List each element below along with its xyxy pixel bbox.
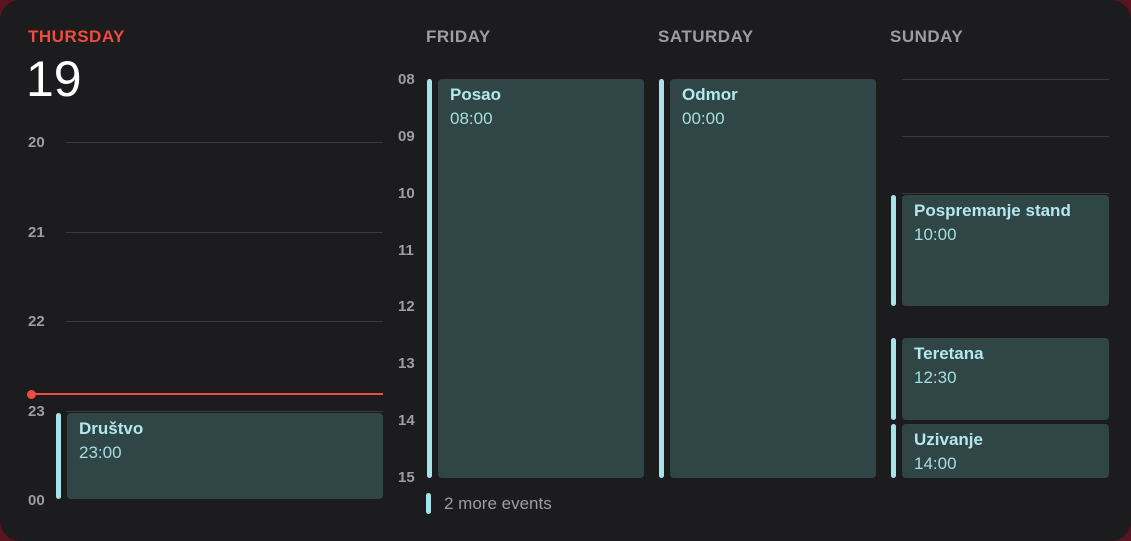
hour-label: 21 [28,224,45,241]
event-title: Posao [450,85,502,104]
event-title: Uzivanje [914,430,983,449]
hour-label: 15 [398,469,415,486]
hour-label: 13 [398,355,415,372]
hour-gridline [66,411,383,412]
hour-label: 09 [398,128,415,145]
day-name-thursday: THURSDAY [28,27,125,46]
hour-label: 22 [28,313,45,330]
event-accent-bar [891,424,896,478]
event-odmor[interactable]: Odmor 00:00 [670,79,876,478]
hour-label: 08 [398,71,415,88]
today-date-number: 19 [26,51,82,107]
event-accent-bar [56,413,61,499]
event-accent-bar [427,79,432,478]
event-title: Odmor [682,85,738,104]
more-events-label[interactable]: 2 more events [444,494,552,513]
event-pospremanje[interactable]: Pospremanje stand 10:00 [902,195,1109,306]
event-time: 12:30 [914,368,957,387]
event-title: Društvo [79,419,144,438]
day-name-saturday: SATURDAY [658,27,754,46]
event-time: 08:00 [450,109,493,128]
event-drustvo[interactable]: Društvo 23:00 [67,413,383,499]
event-accent-bar [891,338,896,420]
day-name-friday: FRIDAY [426,27,491,46]
event-title: Pospremanje stand [914,201,1071,220]
more-events-bar [426,493,431,514]
day-name-sunday: SUNDAY [890,27,964,46]
hour-label: 12 [398,298,415,315]
current-time-line [31,393,383,395]
event-time: 00:00 [682,109,725,128]
hour-label: 00 [28,492,45,509]
hour-gridline [66,321,383,322]
event-accent-bar [659,79,664,478]
hour-gridline [902,136,1109,137]
event-accent-bar [891,195,896,306]
event-teretana[interactable]: Teretana 12:30 [902,338,1109,420]
hour-label: 20 [28,134,45,151]
event-time: 10:00 [914,225,957,244]
event-uzivanje[interactable]: Uzivanje 14:00 [902,424,1109,478]
hour-gridline [66,232,383,233]
event-title: Teretana [914,344,984,363]
hour-label: 10 [398,185,415,202]
hour-label: 23 [28,403,45,420]
event-time: 23:00 [79,443,122,462]
hour-gridline [902,79,1109,80]
event-posao[interactable]: Posao 08:00 [438,79,644,478]
hour-gridline [902,193,1109,194]
event-time: 14:00 [914,454,957,473]
hour-label: 11 [398,242,414,259]
hour-label: 14 [398,412,415,429]
hour-gridline [66,142,383,143]
